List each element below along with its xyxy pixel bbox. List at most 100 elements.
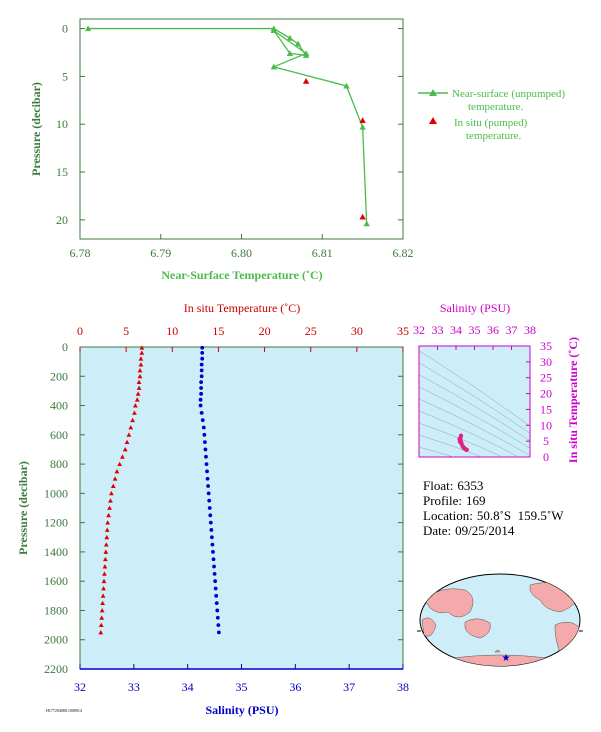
temperature-point [106, 512, 112, 518]
ts-x-tick-label: 35 [469, 323, 481, 337]
salinity-point [206, 491, 211, 496]
ts-point [458, 433, 464, 438]
profile-y-tick-label: 1200 [44, 516, 68, 530]
map-land-south-america [554, 621, 580, 661]
salinity-point [204, 462, 209, 466]
salinity-tick-label: 36 [289, 680, 301, 694]
top-x-tick-label: 6.80 [231, 246, 252, 260]
ts-density-contour [419, 434, 483, 457]
map-land-africa [421, 617, 437, 637]
salinity-point [206, 484, 211, 488]
temperature-point [128, 425, 134, 430]
profile-y-tick-label: 2200 [44, 662, 68, 676]
salinity-point [205, 476, 210, 481]
top-x-axis-label: Near-Surface Temperature (˚C) [161, 268, 322, 282]
profile-y-tick-label: 1000 [44, 486, 68, 500]
near-surface-point [270, 63, 277, 70]
footer-code: H177294088.1008914 [46, 708, 82, 713]
near-surface-point [270, 27, 277, 34]
salinity-tick-label: 38 [397, 680, 409, 694]
temperature-point [102, 571, 107, 576]
top-x-tick-label: 6.81 [312, 246, 333, 260]
ts-x-tick-label: 36 [487, 323, 499, 337]
temperature-tick-label: 35 [397, 324, 409, 338]
salinity-point [207, 498, 212, 503]
date-value: 09/25/2014 [455, 523, 515, 538]
salinity-point [216, 623, 221, 627]
temperature-point [103, 549, 109, 554]
salinity-point [200, 356, 205, 361]
salinity-point [211, 550, 215, 554]
near-surface-point [363, 220, 370, 227]
profile-value: 169 [466, 493, 486, 508]
salinity-point [213, 586, 218, 591]
near-surface-point [286, 34, 294, 41]
ts-x-tick-label: 33 [432, 323, 444, 337]
profile-y-tick-label: 600 [50, 428, 68, 442]
profile-label: Profile: [423, 493, 462, 508]
ts-point [457, 439, 463, 444]
salinity-axis-label: Salinity (PSU) [205, 703, 278, 717]
temperature-tick-label: 10 [166, 324, 178, 338]
profile-y-tick-label: 200 [50, 369, 68, 383]
salinity-tick-label: 34 [182, 680, 194, 694]
map-land-island [494, 649, 501, 653]
temperature-point [137, 368, 143, 373]
ts-point [464, 447, 469, 453]
ts-x-tick-label: 37 [506, 323, 518, 337]
profile-y-tick-label: 1400 [44, 545, 68, 559]
salinity-point [199, 410, 204, 415]
salinity-point [199, 374, 204, 379]
salinity-point [202, 440, 207, 445]
date-label: Date: [423, 523, 452, 538]
top-y-tick-label: 15 [56, 165, 68, 179]
salinity-point [214, 593, 219, 598]
temperature-tick-label: 5 [123, 324, 129, 338]
profile-y-tick-label: 1600 [44, 574, 68, 588]
profile-y-axis-label: Pressure (decibar) [16, 461, 30, 555]
legend-label-near-surface-2: temperature. [468, 101, 524, 113]
salinity-point [213, 579, 218, 584]
top-plot-frame [79, 18, 404, 240]
salinity-point [208, 513, 213, 518]
ts-y-axis-label: In situ Temperature (˚C) [566, 337, 580, 463]
salinity-tick-label: 37 [343, 680, 355, 694]
ts-y-tick-label: 30 [540, 355, 552, 369]
profile-y-tick-label: 1800 [44, 603, 68, 617]
legend-marker-in-situ [429, 117, 437, 124]
profile-y-tick-label: 0 [62, 340, 68, 354]
top-x-tick-label: 6.82 [393, 246, 414, 260]
ts-y-tick-label: 25 [540, 371, 552, 385]
temperature-point [108, 490, 114, 496]
salinity-tick-label: 35 [236, 680, 248, 694]
in-situ-point [359, 213, 366, 220]
salinity-point [199, 391, 204, 396]
profile-row: Profile: 169 [423, 493, 564, 508]
salinity-point [200, 350, 205, 355]
profile-plot-area [79, 346, 404, 670]
float-info: Float: 6353 Profile: 169 Location: 50.8˚S 1… [423, 478, 564, 538]
salinity-point [214, 601, 219, 606]
ts-x-tick-label: 32 [413, 323, 425, 337]
float-label: Float: [423, 478, 454, 493]
ts-density-contour [419, 362, 530, 434]
salinity-point [212, 571, 217, 576]
near-surface-line [88, 27, 368, 224]
top-y-axis-label: Pressure (decibar) [29, 82, 43, 176]
top-y-tick-label: 10 [56, 117, 68, 131]
salinity-point [215, 615, 220, 620]
ts-density-contour [419, 386, 530, 449]
temperature-point [139, 350, 145, 355]
temperature-tick-label: 25 [305, 324, 317, 338]
temperature-point [136, 379, 142, 385]
profile-y-tick-label: 400 [50, 399, 68, 413]
temperature-point [134, 397, 140, 402]
near-surface-point [302, 50, 310, 56]
temperature-point [103, 542, 109, 547]
profile-y-tick-label: 800 [50, 457, 68, 471]
ts-density-contour [419, 422, 503, 457]
salinity-point [215, 608, 220, 613]
location-value: 50.8˚S 159.5˚W [476, 508, 564, 523]
